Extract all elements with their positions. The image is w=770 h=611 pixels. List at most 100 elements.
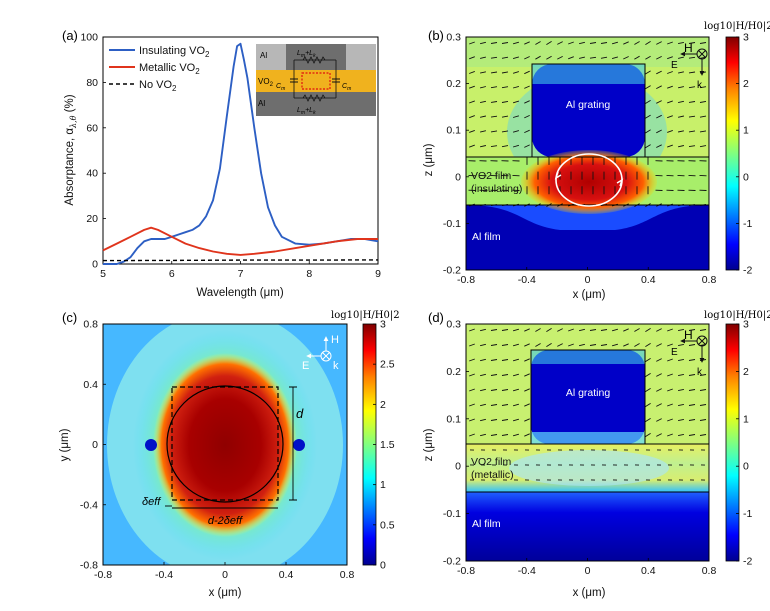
field-arrow	[501, 404, 509, 406]
series-line-1	[102, 226, 378, 256]
field-arrow	[688, 329, 696, 331]
field-arrow	[634, 41, 640, 45]
field-arrow	[667, 433, 673, 437]
field-arrow	[501, 86, 509, 89]
colorbar-tick-label: 2	[743, 78, 749, 90]
field-arrow	[678, 130, 684, 133]
panel-c-grating-circle	[166, 385, 284, 503]
field-arrow	[699, 42, 707, 44]
field-arrow	[480, 115, 486, 118]
panel-c-polarization-axes: H E k	[302, 334, 339, 372]
field-arrow	[557, 55, 563, 60]
panel-b-al-grating	[532, 64, 645, 157]
panel-d-al-film	[466, 492, 709, 561]
field-arrow	[611, 56, 619, 60]
y-tick-label: 0.8	[83, 319, 98, 331]
field-arrow	[568, 343, 574, 347]
field-arrow	[678, 100, 684, 104]
panel-b-e-label: E	[671, 60, 678, 71]
field-arrow	[501, 389, 509, 391]
field-arrow	[490, 71, 498, 74]
field-arrow	[524, 433, 530, 437]
y-tick-label: 0.2	[446, 366, 461, 378]
inset-vo2-layer	[256, 70, 376, 92]
field-arrow	[490, 344, 498, 346]
panel-b-loop-arrow-left	[554, 171, 562, 180]
panel-b-loop-arrow-right	[616, 178, 624, 187]
field-arrow	[479, 403, 487, 407]
field-arrow	[501, 434, 509, 436]
panel-b-colorbar-title: log10|H/H0|2	[704, 21, 770, 32]
y-tick-label: 0	[455, 171, 461, 183]
field-arrow	[479, 433, 487, 437]
field-arrow	[469, 56, 475, 60]
panel-d: (d) Al grating VO2 film (metallic) Al fi…	[423, 310, 770, 599]
panel-c-effective-square	[171, 386, 279, 501]
field-arrow	[623, 328, 629, 332]
inset-label-al-bottom: Al	[258, 99, 265, 108]
field-arrow	[512, 71, 520, 74]
panel-b-label-al-grating: Al grating	[566, 99, 611, 111]
colorbar-tick-label: 0	[743, 171, 749, 183]
field-arrow	[589, 56, 597, 59]
panel-c-inner-label: d-2δeff	[208, 515, 243, 527]
y-tick-label: 40	[86, 168, 98, 180]
panel-d-grating-bottom	[531, 432, 645, 444]
y-tick-label: -0.2	[443, 265, 461, 277]
field-arrow	[512, 418, 520, 422]
colorbar-tick-label: 2	[380, 399, 386, 411]
field-arrow	[512, 144, 520, 148]
panel-d-label-al-grating: Al grating	[566, 387, 611, 399]
field-arrow	[469, 100, 475, 104]
field-arrow	[699, 145, 707, 148]
field-arrow	[490, 56, 498, 59]
x-tick-label: -0.4	[518, 274, 536, 286]
panel-c-letter: (c)	[62, 310, 77, 325]
field-arrow	[589, 329, 597, 331]
field-arrow	[678, 403, 684, 407]
field-arrow	[645, 418, 651, 422]
y-tick-label: 0	[455, 461, 461, 473]
field-arrow	[667, 115, 673, 119]
legend-no-vo2: No VO2	[139, 79, 177, 93]
field-arrow	[600, 344, 608, 346]
field-arrow	[699, 389, 707, 391]
field-arrow	[589, 344, 597, 346]
panel-d-label-metallic: (metallic)	[471, 469, 514, 481]
field-arrow	[699, 329, 707, 331]
field-arrow	[501, 329, 509, 331]
field-arrow	[688, 56, 696, 59]
panel-c: (c) d δeff d-2δeff H E k -0.8-0.400.	[59, 310, 400, 599]
field-arrow	[699, 130, 707, 133]
field-arrow	[656, 55, 662, 60]
x-tick-label: 0	[585, 274, 591, 286]
field-arrow	[490, 42, 498, 44]
field-arrow	[557, 328, 563, 332]
field-arrow	[600, 329, 608, 331]
field-arrow	[667, 100, 673, 104]
field-arrow	[678, 388, 684, 392]
field-arrow	[535, 328, 541, 332]
field-arrow	[688, 130, 696, 133]
panel-d-field-map	[466, 324, 709, 561]
field-arrow	[589, 42, 597, 44]
field-arrow	[479, 388, 487, 392]
field-arrow	[645, 85, 651, 90]
field-arrow	[512, 403, 520, 407]
field-arrow	[490, 329, 498, 331]
field-arrow	[623, 56, 629, 60]
field-arrow	[524, 388, 530, 392]
field-arrow	[469, 358, 475, 362]
x-tick-label: 7	[238, 268, 244, 280]
field-arrow	[667, 418, 673, 422]
x-tick-label: 9	[375, 268, 381, 280]
panel-c-delta-label: δeff	[142, 496, 161, 508]
field-arrow	[656, 100, 662, 104]
field-arrow	[645, 328, 651, 332]
field-arrow	[490, 419, 498, 421]
x-tick-label: -0.8	[457, 565, 475, 577]
field-arrow	[623, 343, 629, 347]
field-arrow	[678, 418, 684, 422]
y-tick-label: 0	[92, 439, 98, 451]
panel-c-k-label: k	[333, 360, 339, 372]
